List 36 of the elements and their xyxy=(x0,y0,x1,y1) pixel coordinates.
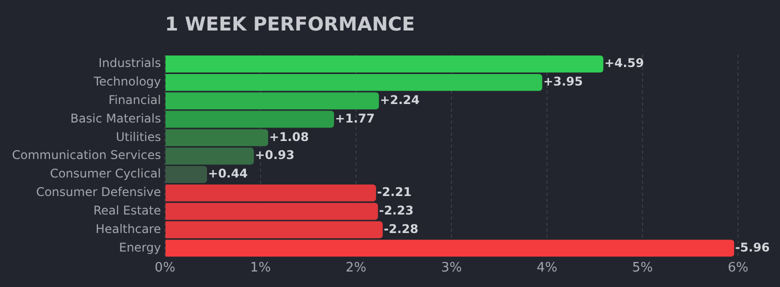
chart-title: 1 WEEK PERFORMANCE xyxy=(165,13,415,36)
data-label: +0.93 xyxy=(254,148,294,162)
y-tick-label: Financial xyxy=(108,92,161,107)
y-tick-label: Energy xyxy=(118,240,161,254)
data-label: +0.44 xyxy=(208,166,248,181)
x-tick-label: 1% xyxy=(250,260,271,276)
y-tick-label: Consumer Defensive xyxy=(36,185,161,200)
data-label: -2.23 xyxy=(378,203,414,218)
y-tick-label: Communication Services xyxy=(12,148,161,162)
bar xyxy=(166,166,208,183)
y-tick-label: Real Estate xyxy=(93,203,161,218)
bar xyxy=(166,148,254,165)
y-tick-label: Basic Materials xyxy=(70,111,161,126)
y-tick-label: Healthcare xyxy=(96,222,161,236)
y-tick-label: Technology xyxy=(92,74,161,89)
data-label: -5.96 xyxy=(735,240,770,254)
data-label: +4.59 xyxy=(604,56,644,70)
data-label: -2.21 xyxy=(377,185,412,200)
x-tick-label: 2% xyxy=(346,260,366,276)
bar xyxy=(166,110,334,128)
data-label: -2.28 xyxy=(384,222,418,236)
y-tick-label: Industrials xyxy=(98,56,161,70)
data-label: +1.08 xyxy=(269,130,309,144)
data-label: +2.24 xyxy=(380,92,420,107)
bar xyxy=(166,129,268,146)
bar xyxy=(166,92,379,110)
data-label: +3.95 xyxy=(543,74,583,89)
x-tick-label: 5% xyxy=(632,260,653,276)
x-tick-label: 4% xyxy=(536,260,558,276)
bar xyxy=(166,240,734,257)
data-label: +1.77 xyxy=(335,111,375,126)
x-tick-label: 6% xyxy=(728,260,748,276)
x-tick-label: 0% xyxy=(154,260,176,276)
x-tick-label: 3% xyxy=(441,260,462,276)
y-tick-label: Consumer Cyclical xyxy=(50,166,161,181)
y-tick-label: Utilities xyxy=(116,130,161,144)
